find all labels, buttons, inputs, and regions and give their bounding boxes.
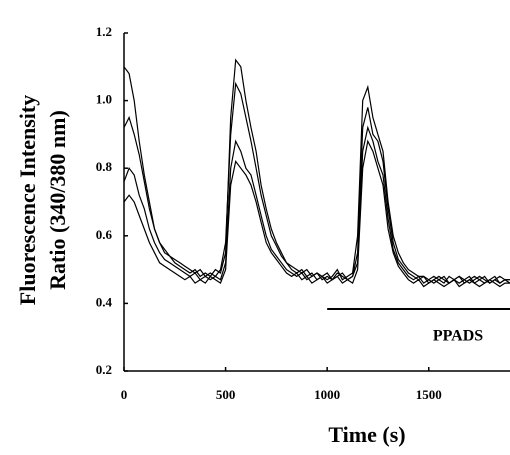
y-tick-label: 0.8 [96, 159, 113, 174]
y-tick-label: 0.4 [96, 294, 113, 309]
y-axis-label: Ratio (340/380 nm) [45, 110, 70, 290]
annotation-label: PPADS [433, 328, 483, 345]
x-tick-label: 0 [121, 387, 128, 402]
x-tick-label: 1000 [314, 387, 340, 402]
y-tick-label: 1.2 [96, 24, 112, 39]
y-tick-label: 0.2 [96, 362, 112, 377]
y-tick-label: 0.6 [96, 227, 113, 242]
x-tick-label: 1500 [416, 387, 442, 402]
y-axis-label: Fluorescence Intensity [15, 95, 40, 305]
x-axis-label: Time (s) [328, 422, 405, 447]
series-line [123, 125, 510, 284]
y-tick-label: 1.0 [96, 92, 112, 107]
series-line [123, 58, 510, 284]
series-line [123, 81, 510, 284]
x-tick-label: 500 [216, 387, 236, 402]
series-line [123, 139, 510, 288]
